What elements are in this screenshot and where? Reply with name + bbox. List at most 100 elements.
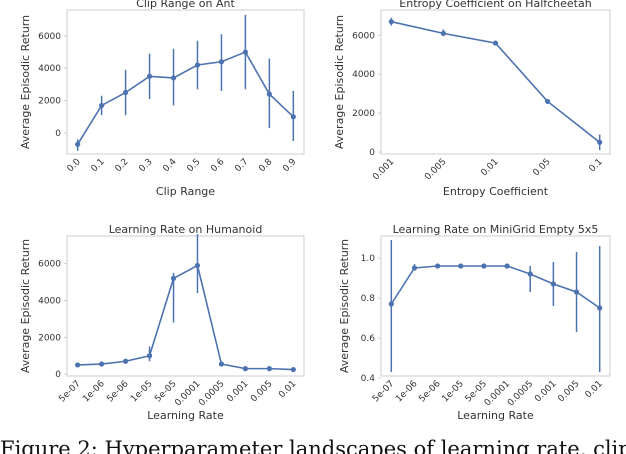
series-line	[76, 51, 294, 145]
y-tick-label: 6000	[352, 31, 375, 41]
data-point	[573, 289, 580, 295]
x-tick-label: 0.6	[209, 157, 226, 174]
data-point	[597, 139, 603, 145]
data-point	[492, 40, 499, 46]
data-point	[290, 366, 296, 373]
figure-caption: Figure 2: Hyperparameter landscapes of l…	[0, 437, 626, 454]
data-point	[388, 19, 394, 25]
x-tick-label: 0.001	[371, 157, 396, 182]
x-tick-label: 0.1	[90, 157, 107, 174]
data-point	[242, 366, 249, 372]
data-point	[146, 353, 153, 359]
data-point	[170, 275, 177, 281]
data-point	[122, 89, 129, 96]
x-axis-label: Entropy Coefficient	[443, 185, 549, 198]
y-tick-label: 4000	[352, 70, 375, 80]
x-tick-label: 1e-06	[394, 379, 420, 405]
y-axis-label: Average Episodic Return	[333, 15, 346, 149]
x-tick-label: 0.3	[137, 157, 154, 174]
x-axis-label: Clip Range	[156, 185, 215, 198]
x-tick-label: 0.01	[277, 379, 298, 400]
x-tick-label: 0.01	[584, 379, 605, 400]
x-tick-label: 0.005	[556, 379, 581, 404]
y-tick-label: 6000	[38, 260, 61, 270]
data-point	[242, 49, 249, 55]
data-point	[75, 362, 81, 368]
x-tick-label: 0.5	[185, 157, 202, 174]
chart-title: Entropy Coefficient on Halfcheetah	[399, 0, 591, 10]
y-tick-label: 0	[55, 129, 61, 139]
data-point	[597, 305, 603, 311]
y-tick-label: 2000	[352, 109, 375, 119]
y-tick-label: 2000	[38, 333, 61, 343]
data-point	[544, 98, 551, 105]
data-point	[194, 62, 201, 68]
data-point	[550, 281, 556, 287]
chart-title: Clip Range on Ant	[136, 0, 235, 10]
x-tick-label: 0.005	[249, 379, 274, 404]
x-tick-label: 1e-05	[129, 379, 154, 404]
chart-panel-3: Learning Rate on Humanoid 0 2000 4000 6000 5e…	[19, 223, 305, 422]
data-point	[411, 265, 418, 271]
data-point	[504, 263, 510, 269]
x-axis-label: Learning Rate	[457, 409, 534, 422]
chart-title: Learning Rate on Humanoid	[109, 223, 263, 236]
y-tick-label: 0.4	[361, 374, 376, 384]
plot-frame	[66, 235, 305, 377]
x-tick-label: 0.8	[257, 157, 274, 174]
y-tick-label: 4000	[38, 64, 61, 74]
plot-frame	[380, 9, 611, 155]
plot-frame	[380, 235, 611, 377]
x-tick-label: 0.9	[281, 157, 298, 174]
series-line	[391, 20, 601, 143]
x-tick-label: 0.001	[533, 379, 558, 404]
data-point	[170, 75, 177, 81]
data-point	[266, 91, 272, 97]
y-axis-label: Average Episodic Return	[19, 15, 32, 149]
chart-panel-4: Learning Rate on MiniGrid Empty 5x5 0.4 0.…	[338, 223, 611, 422]
chart-panel-2: Entropy Coefficient on Halfcheetah 0 2000 4…	[333, 0, 611, 198]
y-tick-label: 2000	[38, 97, 61, 107]
x-axis-label: Learning Rate	[147, 409, 224, 422]
y-tick-label: 1.0	[361, 254, 376, 264]
x-tick-label: 1e-06	[81, 379, 107, 405]
y-tick-label: 4000	[38, 296, 61, 306]
x-tick-label: 5e-06	[105, 379, 131, 405]
x-tick-label: 0.0001	[173, 379, 202, 408]
x-tick-label: 0.005	[423, 157, 448, 182]
x-tick-label: 0.001	[225, 379, 250, 404]
chart-panel-1: Clip Range on Ant 0 2000 4000 6000 0.0 0.1 0.2 0…	[19, 0, 305, 198]
x-tick-label: 0.0005	[197, 379, 226, 408]
data-point	[218, 361, 225, 367]
data-point	[388, 301, 394, 307]
x-tick-label: 5e-06	[417, 379, 443, 405]
data-point	[218, 59, 225, 65]
chart-title: Learning Rate on MiniGrid Empty 5x5	[393, 223, 599, 236]
series-line	[390, 265, 601, 309]
data-point	[99, 102, 105, 109]
x-tick-label: 5e-07	[57, 379, 82, 404]
x-tick-label: 0.0005	[506, 379, 535, 408]
y-tick-label: 0	[369, 148, 375, 158]
data-point	[194, 262, 201, 269]
y-tick-label: 0.8	[361, 294, 376, 304]
x-tick-label: 0.2	[114, 157, 131, 174]
data-point	[75, 141, 81, 147]
data-point	[440, 30, 447, 36]
y-tick-label: 0.6	[361, 334, 376, 344]
y-tick-label: 0	[55, 370, 61, 380]
y-axis-label: Average Episodic Return	[338, 239, 351, 373]
data-point	[481, 263, 487, 269]
y-tick-label: 6000	[38, 32, 61, 42]
data-point	[458, 263, 464, 269]
x-tick-label: 0.1	[588, 157, 605, 174]
x-tick-label: 0.01	[479, 157, 500, 178]
y-axis-label: Average Episodic Return	[19, 239, 32, 373]
x-tick-label: 1e-05	[440, 379, 465, 404]
data-point	[99, 361, 105, 367]
data-point	[266, 366, 272, 372]
x-tick-label: 0.7	[233, 157, 250, 174]
data-point	[146, 73, 153, 79]
data-point	[527, 271, 533, 277]
